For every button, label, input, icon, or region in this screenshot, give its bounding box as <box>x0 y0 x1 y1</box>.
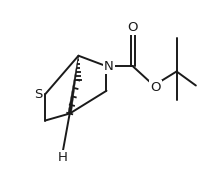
Text: O: O <box>150 81 161 94</box>
Text: O: O <box>128 21 138 34</box>
Text: N: N <box>104 60 114 73</box>
Text: S: S <box>34 88 42 101</box>
Text: H: H <box>58 151 68 164</box>
Polygon shape <box>68 56 79 114</box>
